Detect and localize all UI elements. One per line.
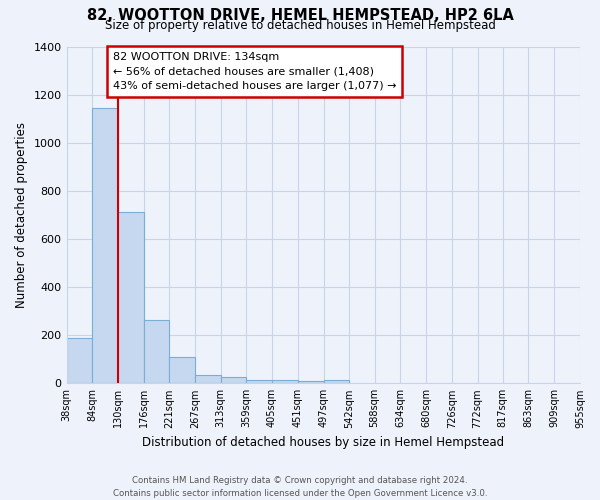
Text: Size of property relative to detached houses in Hemel Hempstead: Size of property relative to detached ho… xyxy=(104,19,496,32)
Bar xyxy=(144,320,169,384)
Bar xyxy=(169,357,195,384)
Text: 82 WOOTTON DRIVE: 134sqm
← 56% of detached houses are smaller (1,408)
43% of sem: 82 WOOTTON DRIVE: 134sqm ← 56% of detach… xyxy=(113,52,396,91)
Text: 82, WOOTTON DRIVE, HEMEL HEMPSTEAD, HP2 6LA: 82, WOOTTON DRIVE, HEMEL HEMPSTEAD, HP2 … xyxy=(86,8,514,22)
Bar xyxy=(195,375,221,384)
Bar xyxy=(67,338,92,384)
Text: Contains HM Land Registry data © Crown copyright and database right 2024.
Contai: Contains HM Land Registry data © Crown c… xyxy=(113,476,487,498)
Bar xyxy=(92,108,118,384)
Bar xyxy=(298,381,323,384)
Bar xyxy=(323,380,349,384)
X-axis label: Distribution of detached houses by size in Hemel Hempstead: Distribution of detached houses by size … xyxy=(142,436,505,449)
Bar xyxy=(118,212,144,384)
Y-axis label: Number of detached properties: Number of detached properties xyxy=(15,122,28,308)
Bar xyxy=(221,377,246,384)
Bar xyxy=(272,380,298,384)
Bar xyxy=(246,380,272,384)
